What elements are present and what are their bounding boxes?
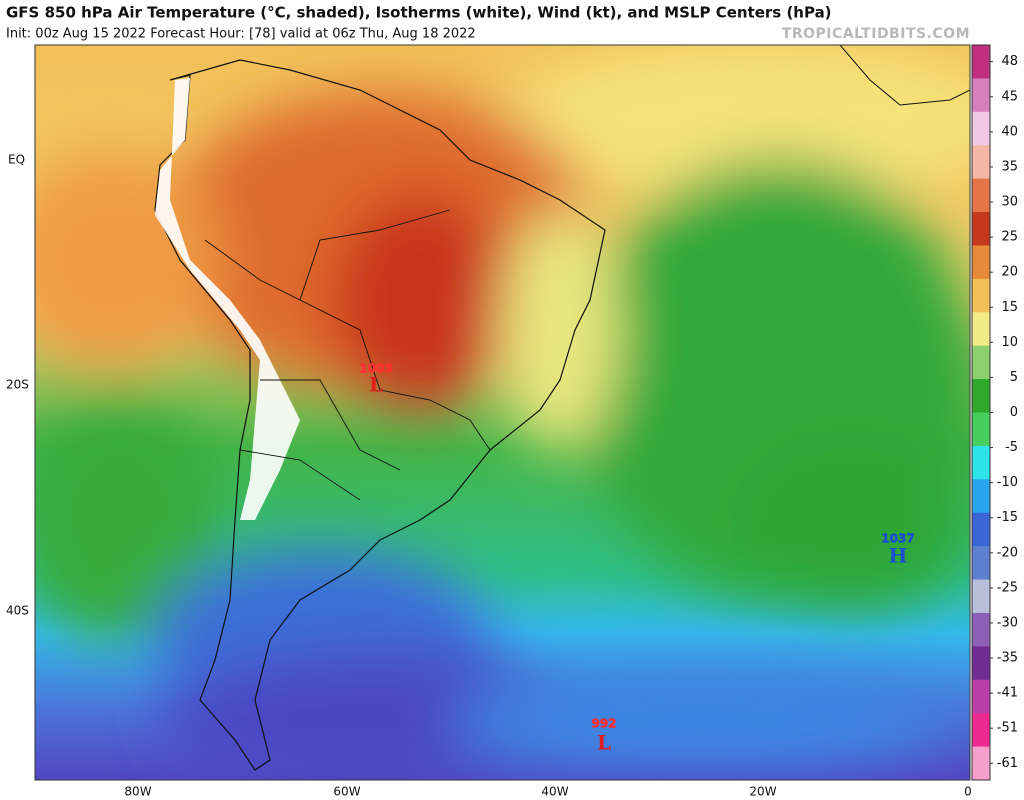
colorbar-label: 48 (1001, 54, 1018, 69)
colorbar: 48 45 40 35 30 25 20 15 10 5 0 -5 -10 -15 -20 -25 -30 -35… (971, 44, 1018, 781)
center-value: 1037 (881, 532, 914, 546)
colorbar-segment (972, 278, 990, 313)
map-field (35, 45, 970, 780)
colorbar-label: 0 (1010, 405, 1018, 420)
colorbar-label: -30 (997, 615, 1018, 630)
high-terrain (155, 78, 300, 520)
colorbar-label: -15 (997, 510, 1018, 525)
lon-label: 80W (124, 785, 151, 799)
lon-label: 40W (541, 785, 568, 799)
borders (204, 209, 491, 501)
colorbar-segment (972, 679, 990, 714)
coastline (154, 59, 606, 771)
colorbar-label: 30 (1001, 195, 1018, 210)
colorbar-segment (972, 212, 990, 246)
center-letter: L (597, 731, 611, 755)
subtitle: Init: 00z Aug 15 2022 Forecast Hour: [78… (6, 27, 476, 42)
pressure-centers: 1003 L 1037 H 992 L (359, 361, 915, 755)
colorbar-segment (972, 579, 990, 614)
field-blobs (35, 45, 970, 780)
colorbar-label: -35 (997, 651, 1018, 666)
colorbar-label: -10 (997, 475, 1018, 490)
colorbar-segment (972, 445, 990, 480)
colorbar-segment (972, 512, 990, 547)
colorbar-segment (972, 546, 990, 581)
colorbar-segment (972, 45, 990, 79)
colorbar-segment (972, 245, 990, 280)
colorbar-frame (971, 44, 991, 781)
colorbar-segment (972, 713, 990, 748)
lat-labels: EQ 20S 40S (6, 153, 29, 618)
colorbar-label: -61 (997, 756, 1018, 771)
center-letter: L (369, 373, 383, 397)
colorbar-label: -51 (997, 721, 1018, 736)
colorbar-label: 25 (1001, 230, 1018, 245)
colorbar-segment (972, 178, 990, 213)
colorbar-label: -20 (997, 545, 1018, 560)
colorbar-segment (972, 111, 990, 146)
lon-labels: 80W 60W 40W 20W 0 (124, 785, 971, 799)
title: GFS 850 hPa Air Temperature (°C, shaded)… (6, 4, 832, 22)
colorbar-segment (972, 746, 990, 781)
site-name: TROPICALTIDBITS.COM (782, 26, 970, 42)
colorbar-segment (972, 612, 990, 647)
colorbar-segment (972, 145, 990, 180)
colorbar-label: -41 (997, 686, 1018, 701)
colorbar-segment (972, 345, 990, 380)
lon-label: 60W (333, 785, 360, 799)
lat-label: 40S (6, 604, 29, 618)
lon-label: 20W (749, 785, 776, 799)
colorbar-segment (972, 312, 990, 347)
center-value: 992 (591, 717, 616, 731)
colorbar-label: -25 (997, 580, 1018, 595)
map-frame (34, 44, 971, 781)
lon-label: 0 (964, 785, 972, 799)
center-letter: H (889, 544, 908, 568)
colorbar-label: 45 (1001, 89, 1018, 104)
colorbar-segment (972, 379, 990, 413)
colorbar-label: 15 (1001, 300, 1018, 315)
lat-label: 20S (6, 378, 29, 392)
colorbar-segment (972, 412, 990, 447)
africa-coast (839, 45, 970, 106)
colorbar-label: 10 (1001, 335, 1018, 350)
colorbar-segment (972, 479, 990, 514)
colorbar-label: 20 (1001, 265, 1018, 280)
lat-label: EQ (8, 153, 25, 167)
colorbar-label: -5 (1005, 440, 1018, 455)
colorbar-label: 5 (1010, 370, 1018, 385)
colorbar-label: 40 (1001, 124, 1018, 139)
center-value: 1003 (359, 362, 392, 376)
colorbar-label: 35 (1001, 159, 1018, 174)
colorbar-segment (972, 78, 990, 113)
colorbar-segment (972, 646, 990, 681)
